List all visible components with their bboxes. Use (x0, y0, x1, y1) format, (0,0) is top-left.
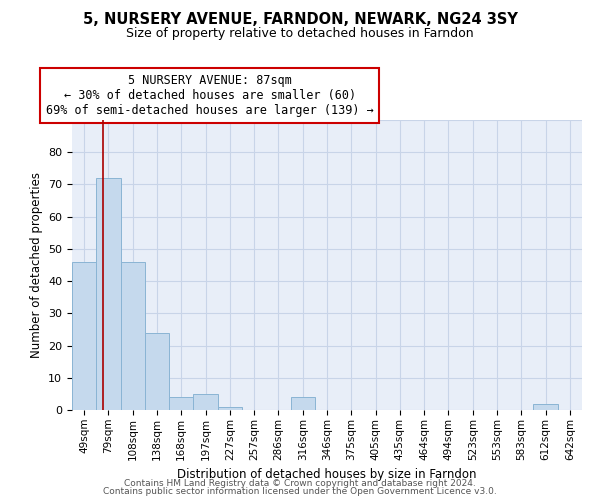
Bar (218, 407, 242, 410)
Text: Size of property relative to detached houses in Farndon: Size of property relative to detached ho… (126, 28, 474, 40)
Bar (193, 394, 218, 410)
Text: 5 NURSERY AVENUE: 87sqm
← 30% of detached houses are smaller (60)
69% of semi-de: 5 NURSERY AVENUE: 87sqm ← 30% of detache… (46, 74, 374, 117)
X-axis label: Distribution of detached houses by size in Farndon: Distribution of detached houses by size … (177, 468, 477, 481)
Bar (96, 178, 121, 410)
Text: Contains public sector information licensed under the Open Government Licence v3: Contains public sector information licen… (103, 487, 497, 496)
Bar (290, 397, 315, 410)
Bar (533, 404, 558, 410)
Bar (169, 397, 193, 410)
Bar (121, 262, 145, 410)
Text: Contains HM Land Registry data © Crown copyright and database right 2024.: Contains HM Land Registry data © Crown c… (124, 478, 476, 488)
Y-axis label: Number of detached properties: Number of detached properties (29, 172, 43, 358)
Bar (72, 262, 96, 410)
Text: 5, NURSERY AVENUE, FARNDON, NEWARK, NG24 3SY: 5, NURSERY AVENUE, FARNDON, NEWARK, NG24… (83, 12, 517, 28)
Bar (145, 332, 169, 410)
